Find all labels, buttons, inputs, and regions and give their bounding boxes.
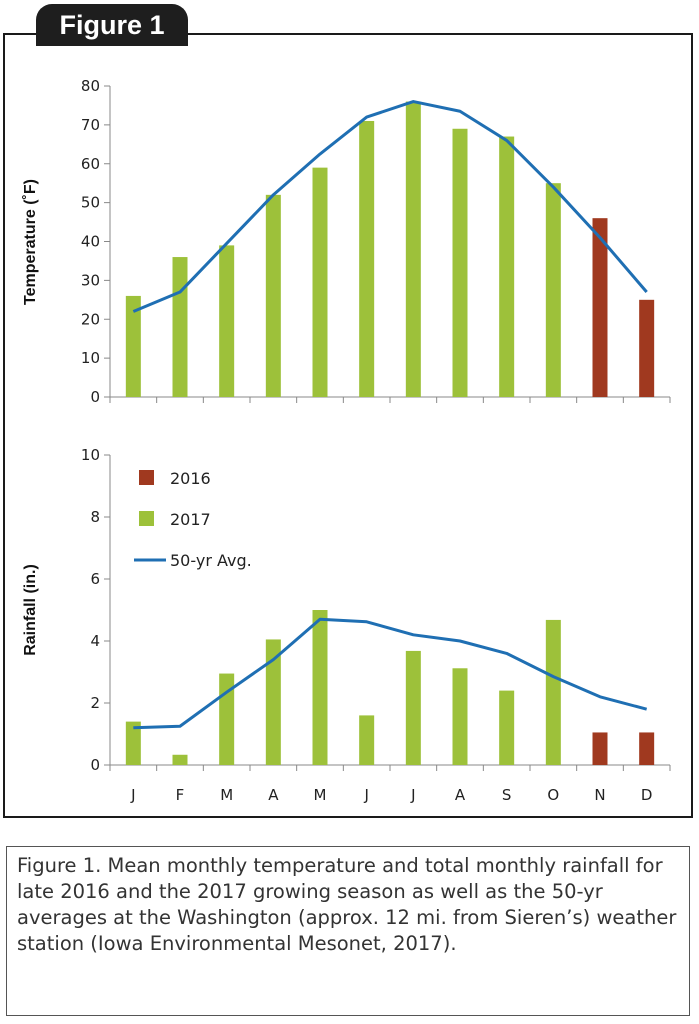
temp-bar-2017-7	[452, 128, 468, 397]
rain-bar-2017-8	[499, 690, 515, 765]
month-label-11: D	[641, 786, 653, 804]
month-label-1: F	[176, 786, 185, 804]
month-label-6: J	[410, 786, 415, 804]
temp-bar-2017-4	[312, 167, 328, 397]
temp-bar-2017-3	[265, 194, 281, 397]
month-label-8: S	[502, 786, 512, 804]
figure-tab-label: Figure 1	[36, 4, 188, 46]
temp-y-tick-label: 10	[81, 349, 100, 367]
rain-bar-2017-9	[545, 619, 561, 765]
temp-y-tick-label: 20	[81, 310, 100, 328]
temp-y-tick-label: 70	[81, 116, 100, 134]
rain-avg-line	[133, 617, 648, 730]
rain-bar-2017-1	[172, 754, 188, 765]
legend-swatch-2016	[139, 470, 154, 485]
temp-bar-2017-6	[405, 101, 421, 398]
legend-label-0: 2016	[170, 469, 211, 488]
temp-avg-line	[132, 100, 648, 313]
rain-bar-2017-3	[265, 639, 281, 765]
temp-y-tick-label: 30	[81, 271, 100, 289]
rain-y-tick-label: 2	[90, 694, 100, 712]
temp-bar-2017-9	[545, 183, 561, 397]
rainfall-chart: 0 2 4 6 8 10 Rainfall (in.)	[22, 446, 671, 774]
temp-bar-2016-11	[639, 299, 655, 397]
rain-bar-2016-11	[639, 732, 655, 765]
month-label-2: M	[220, 786, 233, 804]
legend-label-1: 2017	[170, 510, 211, 529]
temp-y-axis-title: Temperature (˚F)	[22, 179, 39, 305]
temp-y-tick-label: 0	[90, 388, 100, 406]
month-label-10: N	[594, 786, 605, 804]
legend-label-2: 50-yr Avg.	[170, 551, 252, 570]
legend: 2016 2017 50-yr Avg.	[134, 469, 252, 570]
figure-charts: 0 10 20 30 40 50 60 70 80 Temperature (˚F) 0 2 4 6 8 1…	[22, 77, 671, 804]
month-label-0: J	[130, 786, 135, 804]
rain-bar-2017-4	[312, 610, 328, 765]
temp-bar-2017-5	[359, 120, 375, 398]
temp-y-tick-label: 40	[81, 233, 100, 251]
rain-bar-2017-6	[405, 650, 421, 765]
rain-y-tick-label: 0	[90, 756, 100, 774]
rain-y-tick-label: 8	[90, 508, 100, 526]
rain-bar-2017-0	[125, 721, 141, 765]
temp-bar-2017-1	[172, 257, 188, 397]
figure-caption: Figure 1. Mean monthly temperature and t…	[6, 846, 690, 1016]
legend-swatch-2017	[139, 511, 154, 526]
temperature-chart: 0 10 20 30 40 50 60 70 80 Temperature (˚F)	[22, 77, 671, 406]
temp-y-tick-label: 80	[81, 77, 100, 95]
rain-bar-2017-5	[359, 715, 375, 765]
temp-bar-2017-0	[125, 295, 141, 397]
temp-bar-2017-2	[219, 245, 235, 397]
month-label-9: O	[547, 786, 559, 804]
month-label-3: A	[268, 786, 279, 804]
rain-y-tick-label: 10	[81, 446, 100, 464]
rain-y-tick-label: 4	[90, 632, 100, 650]
rain-bar-2017-7	[452, 668, 468, 765]
temp-y-tick-label: 60	[81, 155, 100, 173]
month-label-4: M	[314, 786, 327, 804]
rain-y-axis-title: Rainfall (in.)	[22, 564, 39, 656]
rain-bar-2016-10	[592, 732, 608, 765]
temp-y-tick-label: 50	[81, 194, 100, 212]
temp-bar-2017-8	[499, 136, 515, 397]
temp-bar-2016-10	[592, 218, 608, 397]
month-label-7: A	[455, 786, 466, 804]
rain-y-tick-label: 6	[90, 570, 100, 588]
month-label-5: J	[363, 786, 368, 804]
